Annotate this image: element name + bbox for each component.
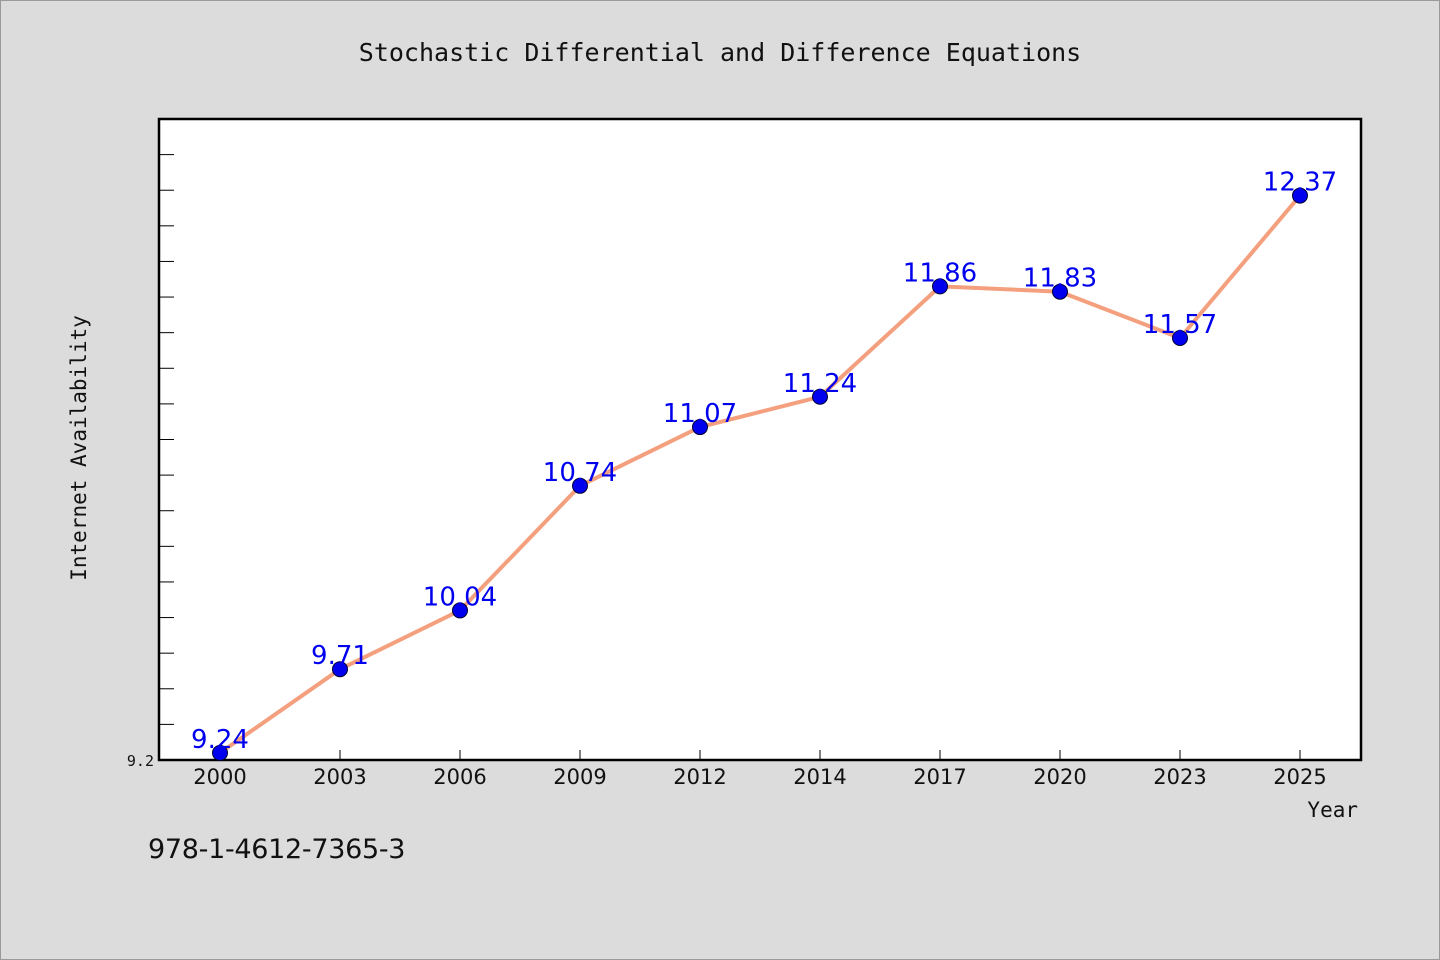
x-tick-label: 2025 bbox=[1273, 765, 1326, 789]
data-point bbox=[452, 602, 468, 619]
series-line bbox=[218, 193, 1302, 755]
data-label: 9.71 bbox=[311, 641, 369, 671]
data-point bbox=[932, 278, 948, 295]
data-label: 11.83 bbox=[1023, 264, 1097, 294]
chart-title: Stochastic Differential and Difference E… bbox=[359, 38, 1081, 67]
x-tick-label: 2000 bbox=[193, 765, 246, 789]
data-point bbox=[212, 744, 228, 761]
x-tick-label: 2006 bbox=[433, 765, 486, 789]
data-label: 10.04 bbox=[423, 582, 497, 612]
x-tick-label: 2012 bbox=[673, 765, 726, 789]
plot-area bbox=[157, 117, 1363, 762]
x-tick-label: 2023 bbox=[1153, 765, 1206, 789]
data-point bbox=[1052, 283, 1068, 300]
data-label: 10.74 bbox=[543, 458, 617, 488]
y-axis-tick-labels: 9.2 bbox=[127, 752, 154, 770]
data-point bbox=[572, 477, 588, 494]
data-point bbox=[692, 419, 708, 436]
x-axis-label: Year bbox=[1307, 798, 1358, 822]
x-tick-label: 2009 bbox=[553, 765, 606, 789]
data-markers bbox=[212, 187, 1308, 761]
y-axis-label: Internet Availability bbox=[67, 315, 91, 581]
x-axis-tick-labels: 2000 2003 2006 2009 2012 2014 2017 2020 2023 2025 bbox=[193, 765, 1326, 789]
x-tick-label: 2017 bbox=[913, 765, 966, 789]
data-point bbox=[1172, 330, 1188, 347]
x-tick-label: 2020 bbox=[1033, 765, 1086, 789]
x-tick-label: 2003 bbox=[313, 765, 366, 789]
data-label: 9.24 bbox=[191, 725, 249, 755]
y-tick-label: 9.2 bbox=[127, 752, 154, 770]
data-label: 11.24 bbox=[783, 369, 857, 399]
x-tick-label: 2014 bbox=[793, 765, 846, 789]
data-label: 11.07 bbox=[663, 399, 737, 429]
data-labels: 9.24 9.71 10.04 10.74 11.07 11.24 11.86 11.83 11… bbox=[191, 168, 1337, 755]
data-point bbox=[332, 661, 348, 678]
data-label: 11.57 bbox=[1143, 310, 1217, 340]
data-label: 12.37 bbox=[1263, 168, 1337, 198]
data-point bbox=[1292, 187, 1308, 204]
y-axis-ticks bbox=[159, 118, 174, 761]
data-label: 11.86 bbox=[903, 258, 977, 288]
data-point bbox=[812, 388, 828, 405]
isbn-caption: 978-1-4612-7365-3 bbox=[148, 834, 406, 865]
